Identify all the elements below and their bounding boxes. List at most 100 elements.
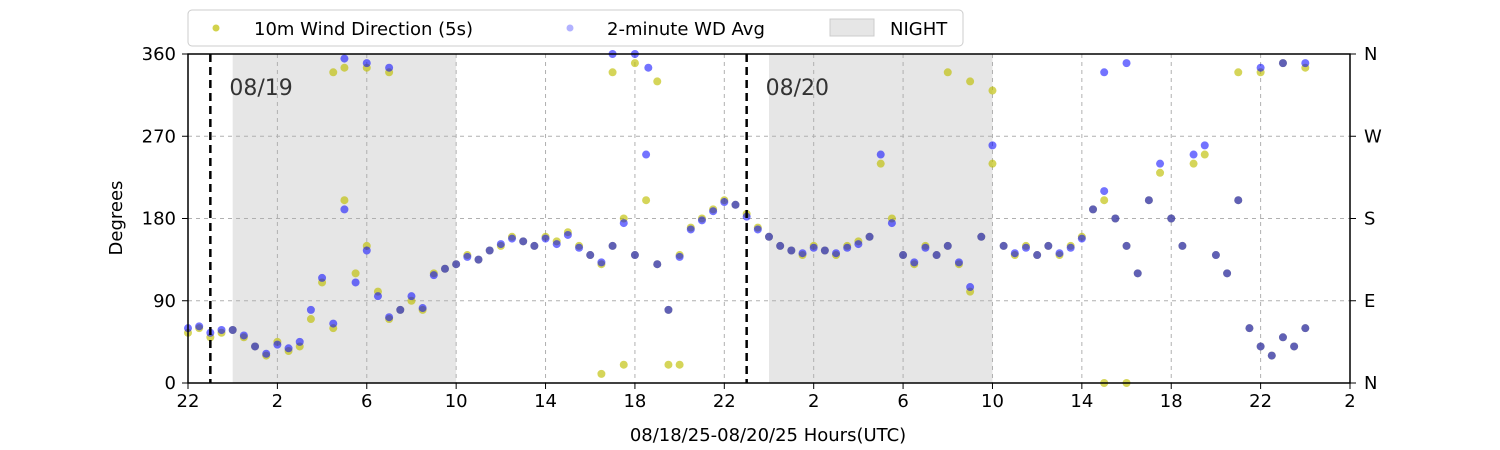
point-2min [686,225,695,234]
point-5s [340,196,349,205]
point-2min [552,240,561,249]
legend-marker-5s [212,24,220,32]
point-2min [642,150,651,159]
point-5s [1189,159,1198,168]
y2-tick-layer: N E S W N [1350,44,1382,394]
point-2min [463,252,472,261]
point-2min [519,237,528,246]
point-2min [228,325,237,334]
point-2min [1111,214,1120,223]
y-tick-label: 90 [153,291,176,312]
point-2min [1089,205,1098,214]
point-5s [619,360,628,369]
x-tick-label: 2 [272,391,283,412]
point-2min [1077,234,1086,243]
point-2min [1223,269,1232,278]
point-2min [273,340,282,349]
x-tick-label: 18 [623,391,646,412]
x-tick-label: 2 [808,391,819,412]
point-2min [1189,150,1198,159]
point-2min [262,349,271,358]
point-2min [921,243,930,252]
point-2min [362,59,371,68]
point-2min [753,225,762,234]
point-5s [1234,68,1243,77]
legend-label-2min: 2-minute WD Avg [607,19,765,40]
x-tick-label: 22 [1249,391,1272,412]
legend-patch-night [829,18,875,37]
point-2min [1122,241,1131,250]
legend-box [187,9,964,47]
point-2min [619,219,628,228]
point-2min [1156,159,1165,168]
point-2min [1178,241,1187,250]
legend-label-night: NIGHT [890,19,948,40]
point-2min [440,264,449,273]
point-2min [541,234,550,243]
point-5s [1156,168,1165,177]
point-2min [351,278,360,287]
point-2min [1122,59,1131,68]
x-tick-label: 22 [177,391,200,412]
day-label-0: 08/19 [229,76,292,101]
point-2min [407,292,416,301]
point-2min [1256,63,1265,72]
point-2min [887,219,896,228]
point-2min [1256,342,1265,351]
point-2min [318,273,327,282]
point-5s [329,68,338,77]
point-5s [597,369,606,378]
point-2min [452,260,461,269]
y-tick-layer: 0 90 180 270 360 [142,44,188,394]
point-2min [832,249,841,258]
point-2min [1267,351,1276,360]
point-2min [385,313,394,322]
point-2min [1245,324,1254,333]
x-tick-label: 2 [1344,391,1355,412]
point-5s [988,159,997,168]
point-2min [306,305,315,314]
point-2min [295,337,304,346]
point-2min [776,241,785,250]
point-2min [340,205,349,214]
point-5s [306,315,315,324]
x-tick-label: 18 [1160,391,1183,412]
y-axis-label: Degrees [106,181,127,256]
point-2min [1144,196,1153,205]
point-2min [644,63,653,72]
point-2min [988,141,997,150]
y2-tick-label: W [1364,126,1382,147]
point-2min [697,216,706,225]
point-2min [1301,59,1310,68]
point-5s [1200,150,1209,159]
point-2min [1200,141,1209,150]
point-5s [966,77,975,86]
point-2min [563,230,572,239]
x-tick-label: 14 [534,391,557,412]
point-2min [1167,214,1176,223]
point-2min [508,234,517,243]
point-2min [429,271,438,280]
point-5s [653,77,662,86]
grid-layer [188,54,1350,383]
point-2min [385,63,394,72]
point-2min [418,304,427,313]
point-5s [876,159,885,168]
point-5s [351,269,360,278]
x-tick-layer: 22 2 6 10 14 18 22 2 6 10 14 18 22 2 [177,383,1356,412]
point-2min [530,241,539,250]
point-2min [765,232,773,241]
point-2min [664,305,673,314]
point-2min [865,232,874,241]
x-tick-label: 6 [361,391,372,412]
y-tick-label: 0 [165,373,176,394]
point-2min [239,331,248,340]
legend: 10m Wind Direction (5s) 2-minute WD Avg … [187,9,964,47]
point-2min [809,243,818,252]
point-2min [876,150,885,159]
point-5s [988,86,997,95]
point-2min [1133,269,1142,278]
x-axis-label: 08/18/25-08/20/25 Hours(UTC) [630,425,906,446]
point-2min [373,292,382,301]
y2-tick-label: S [1364,209,1375,230]
